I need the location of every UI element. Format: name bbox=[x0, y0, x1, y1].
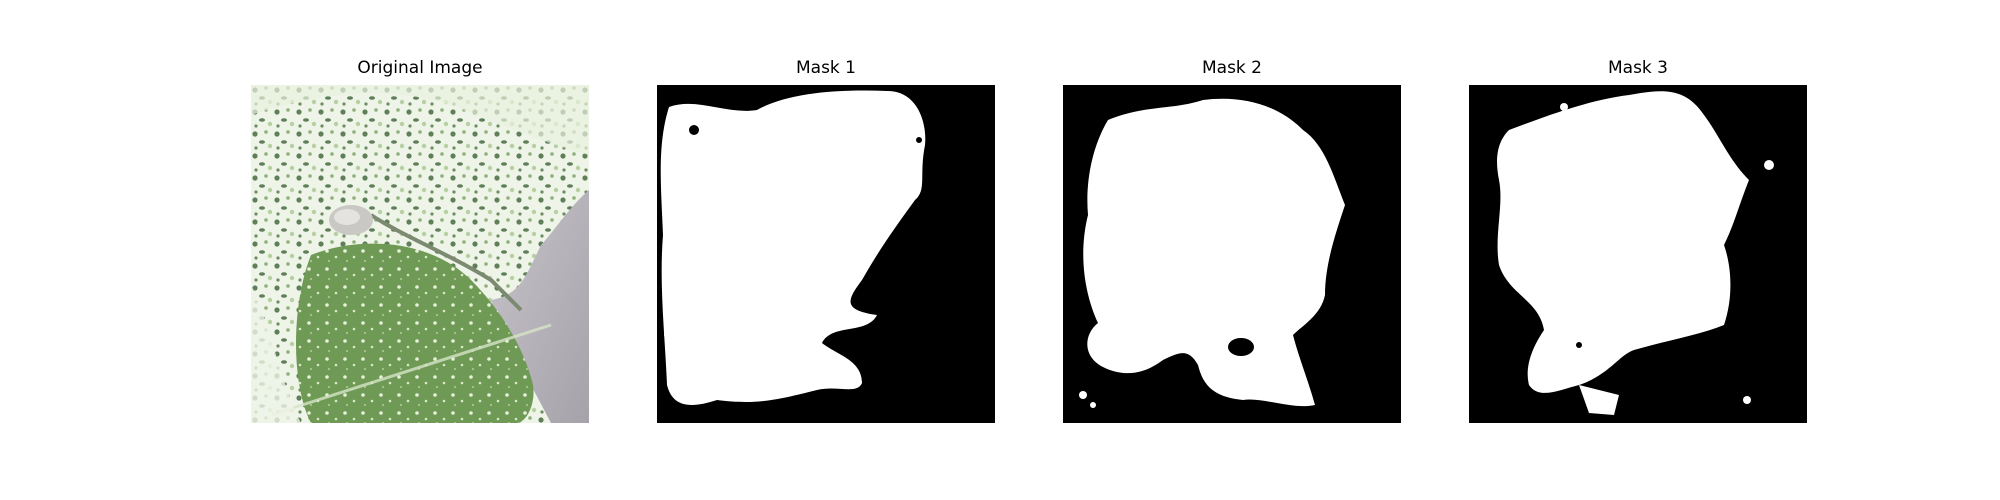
binary-mask bbox=[657, 85, 995, 423]
binary-mask bbox=[1063, 85, 1401, 423]
panel-title: Mask 2 bbox=[1201, 58, 1262, 78]
panel-title: Mask 1 bbox=[795, 58, 856, 78]
mask-2-image bbox=[1063, 85, 1401, 423]
panel-title: Mask 3 bbox=[1607, 58, 1668, 78]
binary-mask bbox=[1469, 85, 1807, 423]
mask-1-image bbox=[657, 85, 995, 423]
leaf-photo bbox=[251, 85, 589, 423]
mask-3-image bbox=[1469, 85, 1807, 423]
original-image bbox=[251, 85, 589, 423]
panel-title: Original Image bbox=[357, 58, 483, 78]
